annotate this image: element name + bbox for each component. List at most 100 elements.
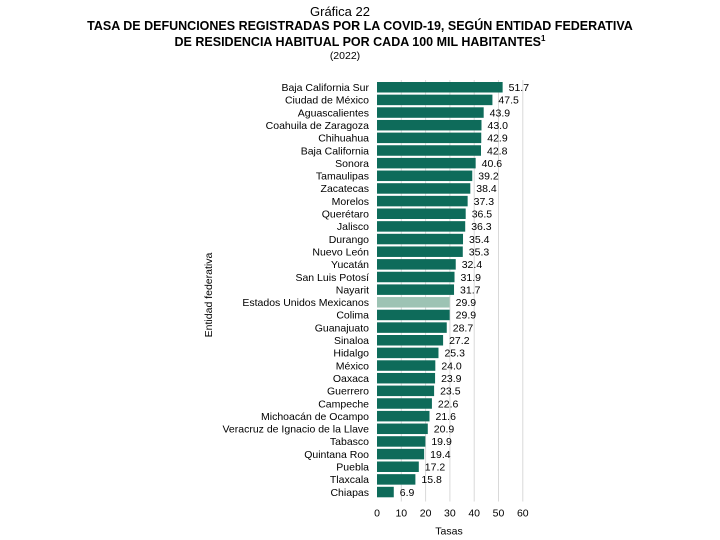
bar [377,335,444,346]
value-label: 36.3 [471,221,492,233]
chart-title-line-1: Tasa de defunciones registradas por la C… [87,19,633,33]
category-label: Estados Unidos Mexicanos [242,297,369,309]
value-label: 36.5 [472,209,493,221]
value-label: 43.9 [490,107,511,119]
category-label: Morelos [332,196,369,208]
category-label: Guerrero [327,386,369,398]
bar [377,297,450,308]
category-label: Tabasco [330,436,369,448]
bar [377,271,455,283]
bar [377,436,426,447]
value-label: 29.9 [456,310,477,322]
chart-title-line-2-text: de residencia habitual por cada 100 mil … [174,35,541,50]
x-tick-label: 20 [420,507,432,519]
category-label: Chiapas [330,487,369,499]
bar [377,347,439,359]
bar [377,107,484,118]
value-label: 20.9 [434,424,455,436]
value-label: 35.4 [469,234,490,246]
value-label: 27.2 [449,335,470,347]
bar [377,398,432,409]
value-label: 42.9 [487,133,508,145]
value-label: 47.5 [498,95,519,107]
value-label: 25.3 [444,348,465,360]
category-label: Sinaloa [334,335,369,347]
bar [377,183,471,194]
category-label: Tamaulipas [316,171,369,183]
value-label: 15.8 [421,474,442,486]
bar [377,94,493,106]
value-label: 21.6 [435,411,456,423]
bar [377,385,435,397]
x-axis-label: Tasas [435,525,462,537]
category-label: Chihuahua [318,133,369,145]
value-label: 38.4 [476,183,497,195]
bar [377,284,455,295]
category-label: Ciudad de México [285,95,369,107]
value-label: 43.0 [487,120,508,132]
category-label: Durango [329,234,369,246]
bar [377,145,482,156]
category-label: Michoacán de Ocampo [261,411,369,423]
category-label: Guanajuato [315,322,369,334]
x-tick-label: 0 [374,507,380,519]
value-label: 28.7 [453,322,474,334]
value-label: 40.6 [482,158,503,170]
value-label: 29.9 [456,297,477,309]
bar [377,322,447,333]
bar [377,221,466,232]
value-label: 39.2 [478,171,499,183]
category-label: Baja California [301,145,369,157]
bar [377,309,450,321]
category-label: Tlaxcala [330,474,369,486]
bar [377,410,430,422]
bar [377,82,503,93]
value-label: 31.9 [461,272,482,284]
category-label: Veracruz de Ignacio de la Llave [222,424,369,436]
bar [377,233,464,245]
value-label: 6.9 [400,487,415,499]
category-label: Querétaro [322,209,369,221]
value-label: 42.8 [487,145,508,157]
category-label: Sonora [335,158,369,170]
category-label: Nuevo León [312,246,369,258]
x-tick-label: 10 [395,507,407,519]
category-label: Colima [336,310,369,322]
bar [377,360,436,371]
x-tick-label: 40 [468,507,480,519]
value-label: 32.4 [462,259,483,271]
value-label: 22.6 [438,398,459,410]
y-axis-label: Entidad federativa [203,253,215,338]
value-label: 23.5 [440,386,461,398]
x-tick-label: 30 [444,507,456,519]
bar [377,461,419,472]
category-label: Hidalgo [333,348,369,360]
bar [377,246,463,257]
category-label: Baja California Sur [281,82,369,94]
bar [377,195,468,207]
category-label: Oaxaca [333,373,369,385]
category-label: México [336,360,369,372]
chart-title-line-2: de residencia habitual por cada 100 mil … [0,34,720,49]
value-label: 17.2 [425,462,446,474]
category-label: Jalisco [337,221,369,233]
x-tick-label: 60 [517,507,529,519]
value-label: 19.4 [430,449,451,461]
title-footnote-marker: 1 [541,34,546,43]
bar [377,170,473,182]
chart-year: (2022) [329,50,361,62]
value-label: 31.7 [460,284,481,296]
x-tick-label: 50 [493,507,505,519]
bar [377,486,394,498]
category-label: Aguascalientes [298,107,369,119]
bar [377,423,428,435]
category-label: Zacatecas [321,183,369,195]
value-label: 37.3 [474,196,495,208]
category-label: Quintana Roo [304,449,369,461]
category-label: Nayarit [336,284,369,296]
bar [377,259,456,270]
value-label: 23.9 [441,373,462,385]
category-label: Puebla [336,462,369,474]
bar [377,474,416,485]
